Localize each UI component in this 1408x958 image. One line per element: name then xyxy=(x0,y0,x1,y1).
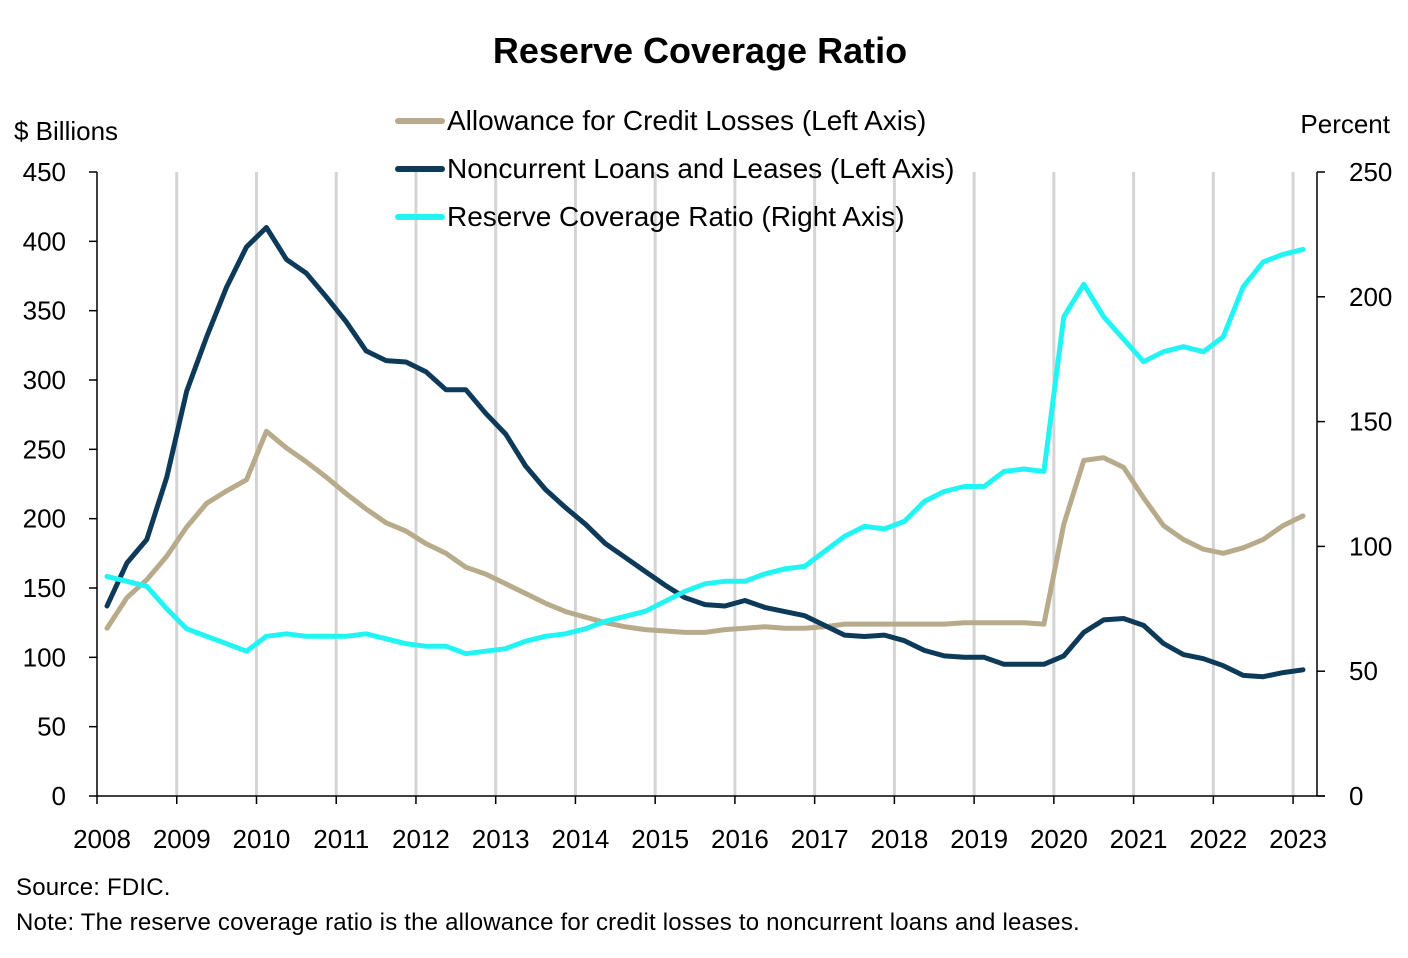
x-tick-label: 2023 xyxy=(1269,824,1327,854)
legend-item-noncurrent: Noncurrent Loans and Leases (Left Axis) xyxy=(395,153,954,184)
x-tick-label: 2018 xyxy=(870,824,928,854)
x-tick-label: 2021 xyxy=(1110,824,1168,854)
x-tick-label: 2017 xyxy=(791,824,849,854)
right-axis-ticks: 0 50 100 150 200 250 xyxy=(1317,157,1392,811)
right-tick-label: 100 xyxy=(1349,531,1392,561)
right-axis-label: Percent xyxy=(1300,109,1390,139)
x-tick-label: 2014 xyxy=(552,824,610,854)
series-lines xyxy=(104,225,1306,680)
x-tick-label: 2009 xyxy=(153,824,211,854)
right-tick-label: 200 xyxy=(1349,282,1392,312)
x-tick-label: 2012 xyxy=(392,824,450,854)
right-tick-label: 250 xyxy=(1349,157,1392,187)
chart: Reserve Coverage Ratio $ Billions Percen… xyxy=(14,30,1392,854)
x-tick-label: 2016 xyxy=(711,824,769,854)
chart-title: Reserve Coverage Ratio xyxy=(493,30,907,71)
x-tick-label: 2010 xyxy=(233,824,291,854)
right-tick-label: 150 xyxy=(1349,407,1392,437)
left-tick-label: 350 xyxy=(23,296,66,326)
right-tick-label: 0 xyxy=(1349,781,1363,811)
coverage-ratio-line xyxy=(104,246,1306,657)
left-tick-label: 150 xyxy=(23,573,66,603)
left-tick-label: 300 xyxy=(23,365,66,395)
x-tick-label: 2011 xyxy=(313,824,369,854)
right-tick-label: 50 xyxy=(1349,656,1378,686)
x-tick-label: 2015 xyxy=(631,824,689,854)
left-tick-label: 200 xyxy=(23,504,66,534)
gridlines xyxy=(175,172,1295,796)
x-tick-label: 2013 xyxy=(472,824,530,854)
noncurrent-line xyxy=(104,225,1306,680)
x-tick-label: 2019 xyxy=(950,824,1008,854)
left-tick-label: 450 xyxy=(23,157,66,187)
legend-label-noncurrent: Noncurrent Loans and Leases (Left Axis) xyxy=(447,153,954,184)
legend-item-allowance: Allowance for Credit Losses (Left Axis) xyxy=(395,105,926,136)
legend: Allowance for Credit Losses (Left Axis) … xyxy=(395,105,954,232)
left-tick-label: 250 xyxy=(23,434,66,464)
allowance-line xyxy=(104,428,1306,635)
left-tick-label: 50 xyxy=(37,712,66,742)
legend-item-coverage-ratio: Reserve Coverage Ratio (Right Axis) xyxy=(395,201,905,232)
left-axis-label: $ Billions xyxy=(14,116,118,146)
x-axis-ticks: 2008 2009 2010 2011 2012 2013 2014 2015 2016 2017… xyxy=(73,796,1327,854)
left-tick-label: 0 xyxy=(52,781,66,811)
axes xyxy=(96,172,1325,797)
left-tick-label: 100 xyxy=(23,642,66,672)
source-note: Source: FDIC. xyxy=(16,874,171,901)
left-tick-label: 400 xyxy=(23,226,66,256)
x-tick-label: 2020 xyxy=(1030,824,1088,854)
left-axis-ticks: 0 50 100 150 200 250 300 350 400 450 xyxy=(23,157,97,811)
x-tick-label: 2008 xyxy=(73,824,131,854)
x-tick-label: 2022 xyxy=(1189,824,1247,854)
legend-label-allowance: Allowance for Credit Losses (Left Axis) xyxy=(447,105,926,136)
legend-label-coverage-ratio: Reserve Coverage Ratio (Right Axis) xyxy=(447,201,905,232)
explanatory-note: Note: The reserve coverage ratio is the … xyxy=(16,909,1080,936)
